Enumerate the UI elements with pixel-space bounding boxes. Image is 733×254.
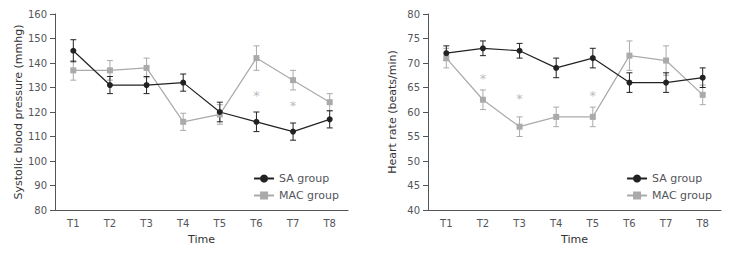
svg-text:T5: T5 (586, 218, 599, 229)
svg-text:*: * (590, 88, 597, 103)
svg-text:130: 130 (28, 82, 47, 93)
svg-text:SA group: SA group (652, 172, 702, 185)
svg-text:T4: T4 (176, 218, 189, 229)
svg-text:160: 160 (28, 9, 47, 20)
svg-text:65: 65 (407, 82, 420, 93)
svg-text:T3: T3 (139, 218, 152, 229)
svg-text:*: * (516, 91, 523, 106)
svg-text:*: * (480, 71, 487, 86)
svg-text:T2: T2 (476, 218, 489, 229)
svg-text:45: 45 (407, 180, 420, 191)
svg-text:Time: Time (560, 233, 588, 246)
svg-text:T7: T7 (659, 218, 672, 229)
svg-text:140: 140 (28, 58, 47, 69)
svg-text:80: 80 (407, 9, 420, 20)
svg-text:100: 100 (28, 156, 47, 167)
svg-text:120: 120 (28, 107, 47, 118)
svg-text:70: 70 (407, 58, 420, 69)
svg-text:Systolic blood pressure (mmhg): Systolic blood pressure (mmhg) (12, 25, 25, 200)
svg-text:150: 150 (28, 33, 47, 44)
svg-text:SA group: SA group (279, 172, 329, 185)
svg-text:80: 80 (34, 205, 47, 216)
svg-text:Time: Time (187, 233, 215, 246)
svg-text:T4: T4 (549, 218, 562, 229)
svg-text:Heart rate (beats/min): Heart rate (beats/min) (386, 50, 399, 174)
svg-text:T2: T2 (103, 218, 116, 229)
svg-text:T6: T6 (622, 218, 635, 229)
svg-text:T8: T8 (322, 218, 335, 229)
svg-text:MAC group: MAC group (279, 189, 339, 202)
svg-text:40: 40 (407, 205, 420, 216)
svg-text:75: 75 (407, 33, 420, 44)
svg-text:T6: T6 (249, 218, 262, 229)
svg-text:90: 90 (34, 180, 47, 191)
svg-text:55: 55 (407, 131, 420, 142)
svg-text:T1: T1 (439, 218, 452, 229)
svg-text:T8: T8 (695, 218, 708, 229)
svg-text:110: 110 (28, 131, 47, 142)
svg-text:50: 50 (407, 156, 420, 167)
svg-text:T7: T7 (286, 218, 299, 229)
svg-text:T1: T1 (66, 218, 79, 229)
svg-text:T3: T3 (512, 218, 525, 229)
svg-text:60: 60 (407, 107, 420, 118)
svg-text:*: * (253, 88, 260, 103)
svg-text:*: * (290, 98, 297, 113)
svg-text:T5: T5 (213, 218, 226, 229)
svg-text:MAC group: MAC group (652, 189, 712, 202)
